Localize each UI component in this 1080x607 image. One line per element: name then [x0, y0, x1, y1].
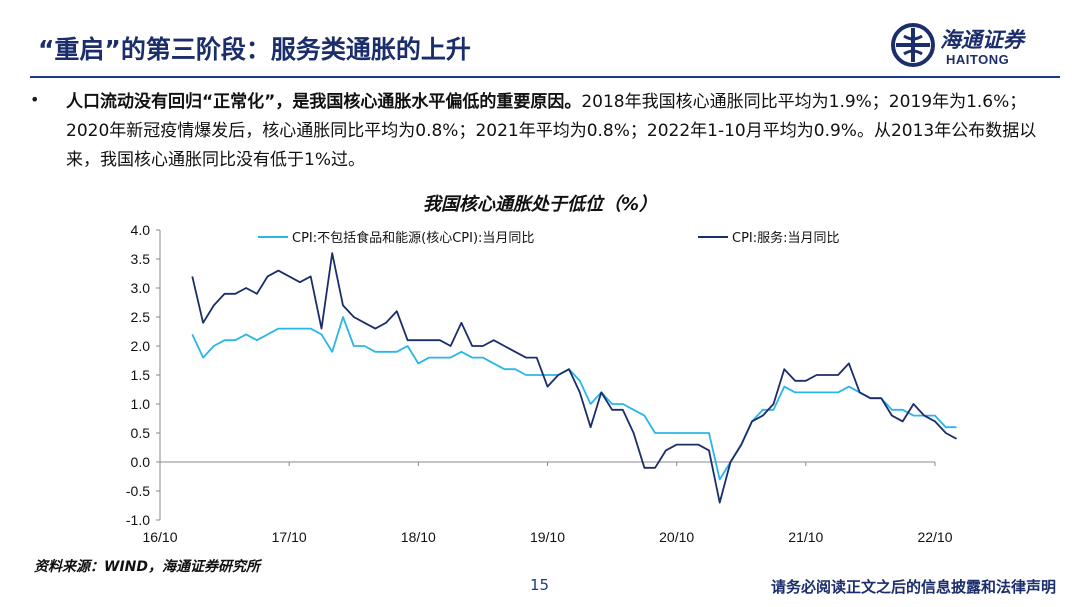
bullet-marker: • — [30, 90, 40, 109]
y-tick-label: -0.5 — [126, 483, 150, 499]
y-tick-label: 2.0 — [131, 338, 151, 354]
header-divider — [30, 76, 1060, 78]
x-tick-label: 18/10 — [401, 529, 436, 545]
y-tick-label: 1.0 — [131, 396, 151, 412]
y-tick-label: 0.5 — [131, 425, 151, 441]
bullet-text: 人口流动没有回归“正常化”，是我国核心通胀水平偏低的重要原因。2018年我国核心… — [66, 88, 1040, 175]
slide-title: “重启”的第三阶段：服务类通胀的上升 — [38, 35, 471, 64]
source-note: 资料来源：WIND，海通证券研究所 — [34, 559, 260, 575]
x-tick-label: 20/10 — [659, 529, 694, 545]
y-tick-label: 3.5 — [131, 251, 151, 267]
y-tick-label: 3.0 — [131, 280, 151, 296]
y-tick-label: -1.0 — [126, 512, 150, 528]
y-tick-label: 0.0 — [131, 454, 151, 470]
y-tick-label: 4.0 — [131, 222, 151, 238]
x-tick-label: 19/10 — [530, 529, 565, 545]
bullet-point: • 人口流动没有回归“正常化”，是我国核心通胀水平偏低的重要原因。2018年我国… — [30, 88, 1040, 175]
series-line-core-cpi — [191, 316, 957, 481]
y-tick-label: 2.5 — [131, 309, 151, 325]
haitong-logo: 海通证券 HAITONG — [890, 22, 1060, 72]
x-tick-label: 21/10 — [788, 529, 823, 545]
page-number: 15 — [530, 576, 550, 594]
chart-title: 我国核心通胀处于低位（%） — [422, 194, 658, 215]
x-tick-label: 17/10 — [272, 529, 307, 545]
disclaimer-text: 请务必阅读正文之后的信息披露和法律声明 — [770, 578, 1056, 596]
bullet-bold-text: 人口流动没有回归“正常化”，是我国核心通胀水平偏低的重要原因。 — [66, 92, 582, 112]
legend-label: CPI:不包括食品和能源(核心CPI):当月同比 — [292, 230, 534, 246]
logo-chinese-text: 海通证券 — [940, 27, 1024, 52]
bullet-body-text: 2018年我国核心通胀同比平均为1.9%；2019年为1.6%；2020年新冠疫… — [66, 92, 1037, 170]
haitong-emblem-icon — [891, 23, 935, 67]
x-tick-label: 16/10 — [142, 529, 177, 545]
series-line-services-cpi — [191, 252, 957, 504]
legend-label: CPI:服务:当月同比 — [732, 230, 840, 246]
y-tick-label: 1.5 — [131, 367, 151, 383]
logo-english-text: HAITONG — [946, 52, 1010, 67]
x-tick-label: 22/10 — [917, 529, 952, 545]
